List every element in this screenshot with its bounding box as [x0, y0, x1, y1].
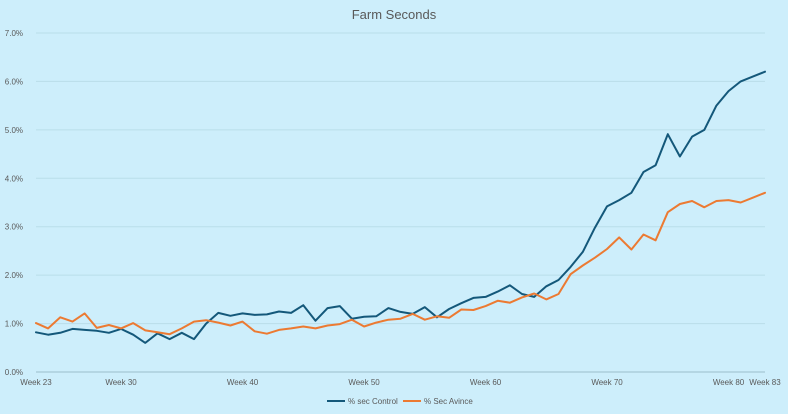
- series-line-1: [35, 191, 766, 336]
- legend-label: % sec Control: [348, 397, 398, 406]
- y-tick-label: 7.0%: [5, 29, 23, 38]
- y-tick-label: 0.0%: [5, 368, 23, 377]
- y-tick-label: 1.0%: [5, 320, 23, 329]
- legend: % sec Control % Sec Avince: [327, 397, 473, 406]
- gridlines: [36, 32, 765, 373]
- y-axis-ticks: 0.0% 1.0% 2.0% 3.0% 4.0% 5.0% 6.0% 7.0%: [5, 29, 23, 377]
- x-axis-ticks: Week 23 Week 30 Week 40 Week 50 Week 60 Week …: [20, 378, 781, 387]
- x-tick-label: Week 60: [470, 378, 502, 387]
- series-line-0: [35, 70, 766, 344]
- y-tick-label: 2.0%: [5, 271, 23, 280]
- y-tick-label: 4.0%: [5, 174, 23, 183]
- legend-label: % Sec Avince: [424, 397, 473, 406]
- x-tick-label: Week 70: [591, 378, 623, 387]
- x-tick-label: Week 50: [348, 378, 380, 387]
- x-tick-label: Week 23: [20, 378, 52, 387]
- y-tick-label: 3.0%: [5, 223, 23, 232]
- chart-title: Farm Seconds: [352, 7, 437, 22]
- x-tick-label: Week 80: [713, 378, 745, 387]
- y-tick-label: 5.0%: [5, 126, 23, 135]
- x-tick-label: Week 83: [749, 378, 781, 387]
- x-tick-label: Week 40: [227, 378, 259, 387]
- x-tick-label: Week 30: [105, 378, 137, 387]
- series-lines: [35, 70, 766, 344]
- y-tick-label: 6.0%: [5, 77, 23, 86]
